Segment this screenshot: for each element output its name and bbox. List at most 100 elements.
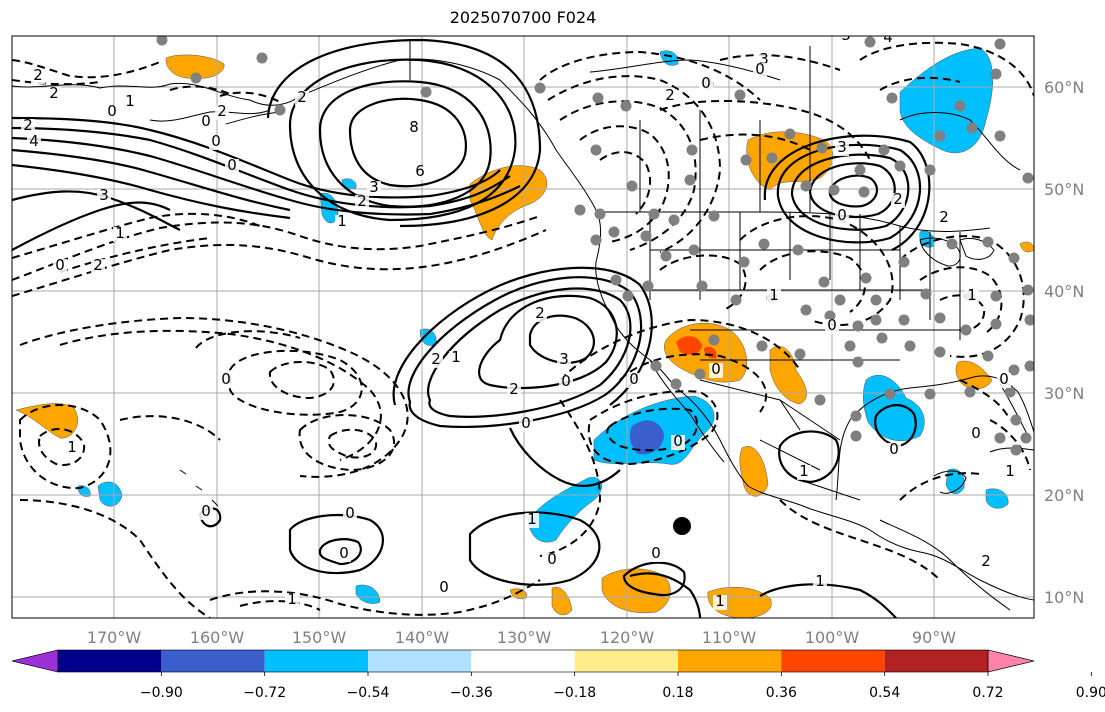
colorbar-min-extension (11, 649, 59, 673)
contour-label: 1 (1005, 462, 1015, 480)
station-dot (934, 130, 946, 142)
station-dot (904, 340, 916, 352)
station-dot (850, 410, 862, 422)
contour-label: 0 (227, 156, 237, 174)
station-dot (1024, 360, 1034, 372)
positive-anomaly-region (707, 587, 772, 618)
station-dot (994, 130, 1006, 142)
station-dot (850, 430, 862, 442)
contour-label: 0 (345, 504, 355, 522)
station-dots (156, 36, 1034, 456)
contour-label: 0 (339, 544, 349, 562)
station-dot (894, 160, 906, 172)
contour-label: 0 (755, 60, 765, 78)
latitude-label: 20°N (1044, 486, 1084, 505)
station-dot (990, 68, 1002, 80)
contour-label: 1 (715, 592, 725, 610)
contour-label: 0 (651, 544, 661, 562)
station-dot (784, 128, 796, 140)
station-dot (884, 388, 896, 400)
negative-anomaly-region (355, 584, 381, 604)
station-dot (864, 36, 876, 48)
negative-anomaly-region (527, 477, 602, 543)
contour-label: 4 (29, 132, 39, 150)
contour-label: 1 (287, 590, 297, 608)
longitude-label: 170°W (87, 628, 142, 647)
contour-label: 2 (49, 84, 59, 102)
contour-label: 0 (439, 578, 449, 596)
station-dot (964, 386, 976, 398)
station-dot (982, 236, 994, 248)
station-dot (898, 256, 910, 268)
strong-negative-anomaly-region (630, 420, 664, 455)
negative-anomaly-region (659, 50, 679, 66)
graticule-grid (12, 36, 1034, 618)
station-dot (824, 310, 836, 322)
contour-label: 0 (971, 424, 981, 442)
station-dot (994, 38, 1006, 50)
station-dot (670, 378, 682, 390)
contour-label: 0 (999, 370, 1009, 388)
station-dot (886, 92, 898, 104)
strong-positive-anomaly-region (676, 336, 702, 355)
station-dot (256, 52, 268, 64)
negative-anomaly-region (985, 488, 1009, 509)
station-dot (1010, 414, 1022, 426)
station-dot (794, 348, 806, 360)
station-dot (650, 360, 662, 372)
station-dot (668, 214, 680, 226)
colorbar-tick-label: −0.90 (140, 685, 183, 701)
station-dot (740, 154, 752, 166)
station-dot (734, 89, 746, 101)
colorbar-tick-label: 0.54 (869, 685, 900, 701)
station-dot (934, 312, 946, 324)
contour-label: 3 (369, 178, 379, 196)
station-dot (696, 280, 708, 292)
station-dot (592, 92, 604, 104)
contour-label: 2 (297, 88, 307, 106)
contour-label: 1 (799, 462, 809, 480)
contour-label: 0 (701, 74, 711, 92)
contour-label: 0 (547, 550, 557, 568)
station-dot (622, 290, 634, 302)
contour-label: 2 (981, 552, 991, 570)
station-dot (574, 204, 586, 216)
station-dot (924, 164, 936, 176)
latitude-label: 50°N (1044, 180, 1084, 199)
contour-label: 2 (93, 256, 103, 274)
colorbar-tick-label: −0.36 (450, 685, 493, 701)
station-dot (1010, 444, 1022, 456)
contour-label: 0 (55, 256, 65, 274)
colorbar-tick-label: 0.72 (972, 685, 1003, 701)
contour-label: 1 (115, 224, 125, 242)
station-dot (920, 288, 932, 300)
station-dot (686, 144, 698, 156)
contour-label: 0 (521, 414, 531, 432)
station-dot (924, 388, 936, 400)
station-dot (844, 340, 856, 352)
contour-label: 1 (967, 286, 977, 304)
longitude-label: 90°W (912, 628, 956, 647)
latitude-axis: 60°N 50°N 40°N 30°N 20°N 10°N (1044, 78, 1084, 607)
storm-center-marker (673, 517, 691, 535)
contour-label: 1 (451, 348, 461, 366)
station-dot (828, 184, 840, 196)
station-dot (800, 180, 812, 192)
station-dot (814, 394, 826, 406)
longitude-label: 140°W (395, 628, 450, 647)
contour-label: 2 (665, 86, 675, 104)
contour-label: 0 (711, 360, 721, 378)
contour-label: 2 (357, 192, 367, 210)
colorbar-tick-label: 0.90 (1076, 685, 1105, 701)
contour-label: 2 (217, 102, 227, 120)
negative-anomaly-region (341, 178, 357, 189)
latitude-label: 10°N (1044, 588, 1084, 607)
positive-anomaly-region (739, 446, 769, 497)
station-dot (590, 144, 602, 156)
positive-anomaly-region (15, 403, 78, 439)
station-dot (608, 226, 620, 238)
negative-anomaly-region (899, 47, 993, 154)
station-dot (758, 238, 770, 250)
station-dot (626, 180, 638, 192)
station-dot (730, 294, 742, 306)
